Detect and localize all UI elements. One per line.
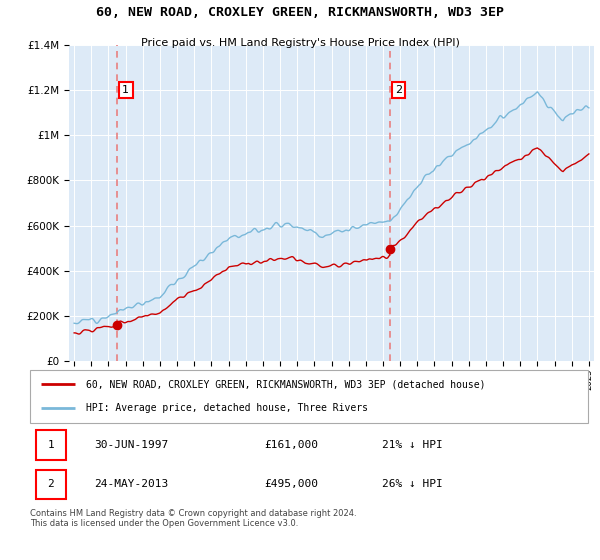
Text: 30-JUN-1997: 30-JUN-1997 [94,440,169,450]
Text: 21% ↓ HPI: 21% ↓ HPI [382,440,442,450]
Text: £161,000: £161,000 [265,440,319,450]
Text: Price paid vs. HM Land Registry's House Price Index (HPI): Price paid vs. HM Land Registry's House … [140,38,460,48]
Text: 60, NEW ROAD, CROXLEY GREEN, RICKMANSWORTH, WD3 3EP (detached house): 60, NEW ROAD, CROXLEY GREEN, RICKMANSWOR… [86,380,485,390]
FancyBboxPatch shape [30,370,588,423]
Text: HPI: Average price, detached house, Three Rivers: HPI: Average price, detached house, Thre… [86,403,368,413]
Text: 2: 2 [395,85,402,95]
Text: 24-MAY-2013: 24-MAY-2013 [94,479,169,489]
Text: 26% ↓ HPI: 26% ↓ HPI [382,479,442,489]
FancyBboxPatch shape [35,469,66,500]
Text: Contains HM Land Registry data © Crown copyright and database right 2024.
This d: Contains HM Land Registry data © Crown c… [30,509,356,529]
Text: 60, NEW ROAD, CROXLEY GREEN, RICKMANSWORTH, WD3 3EP: 60, NEW ROAD, CROXLEY GREEN, RICKMANSWOR… [96,6,504,19]
Text: 1: 1 [122,85,129,95]
Text: £495,000: £495,000 [265,479,319,489]
Text: 1: 1 [47,440,54,450]
Text: 2: 2 [47,479,54,489]
FancyBboxPatch shape [35,430,66,460]
